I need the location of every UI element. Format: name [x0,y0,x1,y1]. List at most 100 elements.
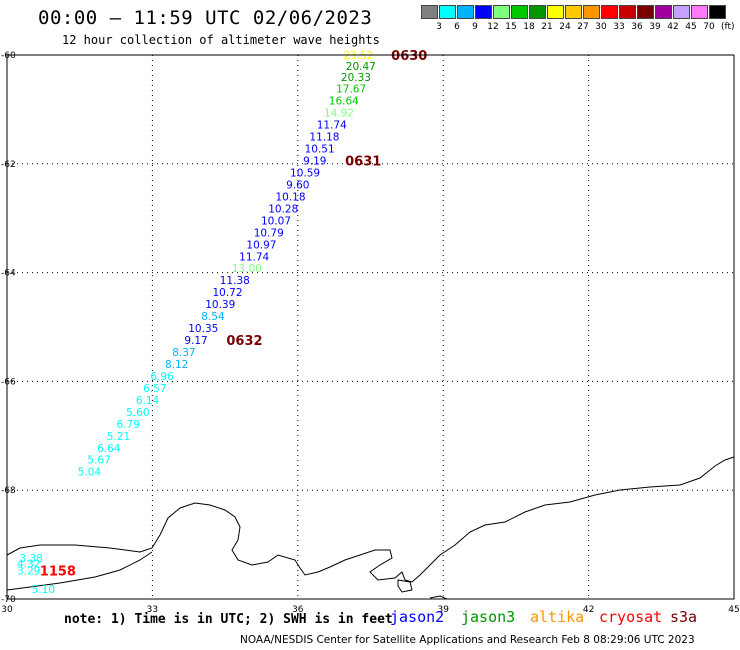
satellite-name: s3a [670,608,698,626]
island-outline [429,595,448,600]
coastline-ice-shelf [6,551,153,591]
antarctic-coastline [6,456,735,600]
wave-height-value: 20.33 [341,72,371,84]
wave-height-value: 11.38 [220,275,250,287]
map-title: 00:00 – 11:59 UTC 02/06/2023 [38,7,373,29]
wave-height-value: 10.07 [261,215,291,227]
lat-lon-grid [7,55,734,599]
wave-height-value: 10.59 [290,168,320,180]
lon-tick-label: 30 [1,605,13,615]
wave-height-value: 6.14 [136,395,160,407]
satellite-name: altika [530,608,585,626]
satellite-name: jason2 [390,608,445,626]
wave-height-value: 3.38 [20,553,43,565]
legend-tick-label: 3 [436,22,442,32]
wave-height-value: 11.74 [239,251,269,263]
pass-time-label: 0631 [345,155,381,170]
satellite-name: cryosat [599,608,663,626]
wave-height-value: 10.51 [305,144,335,156]
legend-swatch [601,5,618,19]
legend-tick-label: 18 [523,22,535,32]
wave-height-value: 17.67 [336,84,366,96]
wave-height-value: 3.29 [17,566,40,578]
legend-tick-label: 30 [595,22,607,32]
lat-tick-label: -62 [1,160,16,170]
wave-height-value: 5.04 [78,467,102,479]
legend-tick-label: 24 [559,22,571,32]
wave-height-value: 6.79 [116,419,139,431]
pass-time-label: 1158 [40,565,76,580]
pass-time-label: 0630 [391,49,427,64]
wave-height-value: 8.12 [165,359,188,371]
legend-swatch [565,5,582,19]
map-subtitle: 12 hour collection of altimeter wave hei… [62,33,380,47]
legend-tick-label: 36 [631,22,643,32]
wave-height-value: 6.57 [143,383,166,395]
legend-swatch [547,5,564,19]
wave-height-value: 9.60 [286,179,309,191]
wave-height-value: 14.92 [324,108,354,120]
wave-height-value: 10.28 [268,203,298,215]
legend-unit: (ft) [721,22,735,32]
island-outline [397,579,413,593]
wave-height-value: 11.18 [309,132,339,144]
wave-height-value: 5.10 [32,584,55,596]
legend-swatch [457,5,474,19]
lat-tick-label: -70 [1,595,16,605]
legend-tick-label: 70 [703,22,715,32]
legend-swatch [637,5,654,19]
satellite-name: jason3 [461,608,516,626]
wave-height-value: 8.54 [201,311,225,323]
wave-height-value: 5.67 [87,455,110,467]
footer-note: note: 1) Time is in UTC; 2) SWH is in fe… [64,612,393,627]
legend-swatch [475,5,492,19]
lon-tick-label: 36 [292,605,304,615]
lat-tick-label: -64 [1,269,16,279]
wave-height-value: 5.21 [107,431,130,443]
coastline-main [6,456,735,583]
legend-tick-label: 6 [454,22,460,32]
wave-height-value: 6.96 [150,371,174,383]
credit-line: NOAA/NESDIS Center for Satellite Applica… [240,634,695,646]
lat-tick-label: -68 [1,486,16,496]
wave-height-value: 10.35 [188,323,218,335]
wave-height-value: 9.17 [184,335,207,347]
legend-swatch [421,5,438,19]
legend-swatch [511,5,528,19]
wave-height-value: 10.39 [205,299,235,311]
lat-tick-label: -66 [1,377,16,387]
wave-height-value: 10.97 [246,239,276,251]
legend-tick-label: 45 [685,22,697,32]
wave-height-value: 9.19 [303,156,326,168]
legend-swatch [583,5,600,19]
legend-tick-label: 42 [667,22,679,32]
legend-swatch [529,5,546,19]
pass-time-label: 0632 [226,334,262,349]
legend-tick-label: 27 [577,22,589,32]
wave-height-value: 10.18 [275,191,305,203]
wave-height-value: 20.47 [346,61,376,73]
wave-height-value: 5.60 [126,407,149,419]
lat-tick-label: -60 [1,51,16,61]
pass-time-labels: 0630 0631 0632 1158 [40,49,428,580]
legend-tick-label: 33 [613,22,625,32]
wave-height-value: 10.72 [212,287,242,299]
lon-tick-label: 33 [147,605,158,615]
wave-height-value: 13.00 [232,263,262,275]
axis-labels: 30 33 36 39 42 45 -60 -62 -64 -66 -68 -70 [1,51,740,615]
lon-tick-label: 39 [437,605,449,615]
legend-tick-label: 39 [649,22,661,32]
legend-swatch [493,5,510,19]
wave-height-value: 16.64 [329,96,359,108]
legend-swatch [655,5,672,19]
lon-tick-label: 42 [583,605,594,615]
wave-height-value: 8.37 [172,347,195,359]
legend-swatch [709,5,726,19]
legend-tick-label: 9 [472,22,478,32]
wave-height-value: 23.52 [343,50,373,62]
legend-swatch [619,5,636,19]
legend-swatch [439,5,456,19]
wave-height-value: 4.32 [17,559,40,571]
